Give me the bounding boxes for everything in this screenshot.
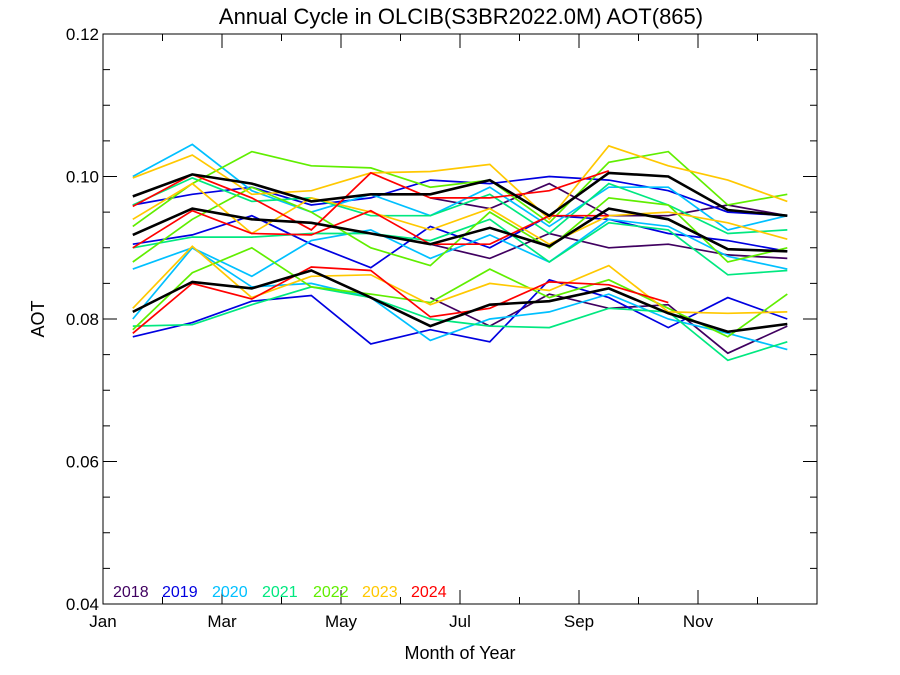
y-tick-label: 0.10 xyxy=(66,168,99,187)
series-line-2024-1-0 xyxy=(132,266,669,334)
series-line-2019-1-0 xyxy=(132,278,788,345)
series-line-mean-0-0 xyxy=(132,207,788,253)
series-line-2024-0-0 xyxy=(132,209,609,249)
series-line-2023-2-0 xyxy=(132,144,788,221)
legend-entry-2020: 2020 xyxy=(212,584,248,601)
series-line-2021-2-0 xyxy=(132,176,788,235)
series-line-2020-0-0 xyxy=(132,218,788,278)
legend-entry-2018: 2018 xyxy=(113,584,149,601)
series-line-2018-0-0 xyxy=(430,232,788,260)
legend-entry-2024: 2024 xyxy=(411,584,447,601)
x-tick-label: Sep xyxy=(564,612,594,631)
series-line-2021-1-0 xyxy=(132,286,788,362)
x-tick-label: Mar xyxy=(207,612,237,631)
legend-entry-2019: 2019 xyxy=(162,584,198,601)
legend: 2018 2019 2020 2021 2022 2023 2024 xyxy=(113,584,447,601)
y-tick-label: 0.06 xyxy=(66,453,99,472)
x-tick-label: Nov xyxy=(683,612,714,631)
y-axis-label: AOT xyxy=(28,300,48,337)
axes: 0.04 0.06 0.08 0.10 0.12 Jan Mar May Jul Sep Nov xyxy=(66,25,818,631)
series-line-2022-1-0 xyxy=(132,246,788,338)
series-line-2021-0-0 xyxy=(132,218,788,276)
series-line-mean-2-0 xyxy=(132,171,788,218)
legend-entry-2022: 2022 xyxy=(313,584,349,601)
plot-area-lines xyxy=(132,143,788,362)
series-line-mean-1-0 xyxy=(132,269,788,334)
x-tick-label: Jul xyxy=(449,612,471,631)
chart-title: Annual Cycle in OLCIB(S3BR2022.0M) AOT(8… xyxy=(219,4,703,29)
series-line-2023-1-0 xyxy=(132,245,788,315)
legend-entry-2023: 2023 xyxy=(362,584,398,601)
series-line-2022-2-0 xyxy=(132,150,788,228)
x-tick-label: Jan xyxy=(89,612,116,631)
x-tick-label: May xyxy=(325,612,358,631)
series-line-2024-2-0 xyxy=(132,169,610,231)
legend-entry-2021: 2021 xyxy=(262,584,298,601)
y-tick-label: 0.08 xyxy=(66,310,99,329)
series-line-2018-1-0 xyxy=(429,293,788,355)
y-tick-label: 0.12 xyxy=(66,25,99,44)
series-line-2020-1-0 xyxy=(132,246,788,351)
series-line-2019-0-0 xyxy=(132,214,788,269)
x-axis-label: Month of Year xyxy=(404,643,515,663)
series-line-2019-2-0 xyxy=(132,175,788,217)
series-line-2023-0-0 xyxy=(132,182,788,246)
y-tick-label: 0.04 xyxy=(66,595,99,614)
